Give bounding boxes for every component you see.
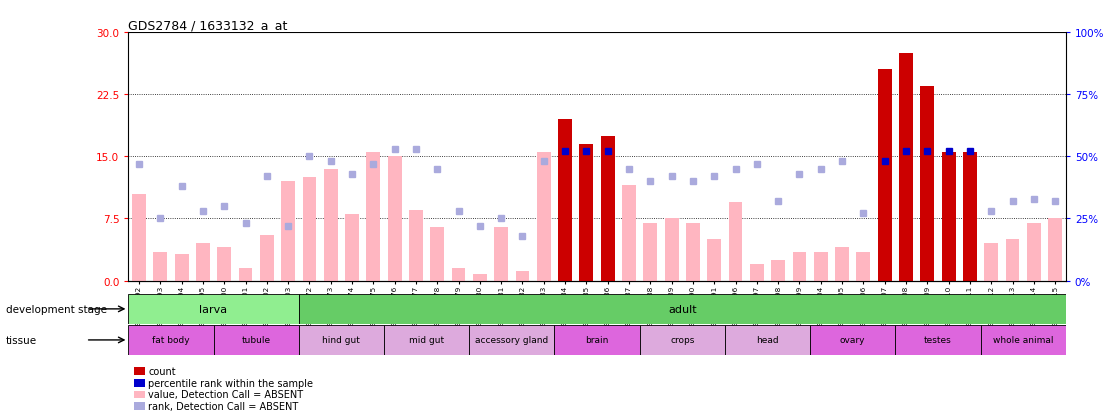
Bar <box>579 145 594 281</box>
Bar <box>708 240 721 281</box>
Bar <box>792 252 807 281</box>
Bar <box>771 260 785 281</box>
Bar <box>963 153 976 281</box>
Bar <box>558 120 573 281</box>
Text: testes: testes <box>924 336 952 344</box>
Bar <box>686 223 700 281</box>
Bar <box>431 227 444 281</box>
Bar <box>302 178 316 281</box>
Bar <box>260 235 273 281</box>
Bar <box>128 325 213 355</box>
Text: rank, Detection Call = ABSENT: rank, Detection Call = ABSENT <box>148 401 299 411</box>
Text: mid gut: mid gut <box>410 336 444 344</box>
Bar <box>473 274 487 281</box>
Bar <box>281 182 295 281</box>
Bar <box>1006 240 1019 281</box>
Text: GDS2784 / 1633132_a_at: GDS2784 / 1633132_a_at <box>128 19 288 32</box>
Bar <box>153 252 167 281</box>
Bar <box>387 157 402 281</box>
Bar <box>644 223 657 281</box>
Bar <box>299 294 1066 324</box>
Bar <box>218 248 231 281</box>
Bar <box>175 254 189 281</box>
Bar <box>942 153 955 281</box>
Bar <box>132 194 146 281</box>
Bar <box>469 325 555 355</box>
Bar <box>537 153 550 281</box>
Text: tubule: tubule <box>241 336 271 344</box>
Bar <box>299 325 384 355</box>
Bar <box>128 294 299 324</box>
Bar <box>814 252 828 281</box>
Bar <box>213 325 299 355</box>
Text: accessory gland: accessory gland <box>475 336 548 344</box>
Bar <box>981 325 1066 355</box>
Bar <box>345 215 359 281</box>
Bar <box>810 325 895 355</box>
Bar <box>835 248 849 281</box>
Text: fat body: fat body <box>152 336 190 344</box>
Text: tissue: tissue <box>6 335 37 345</box>
Bar <box>452 268 465 281</box>
Bar <box>324 169 338 281</box>
Bar <box>725 325 810 355</box>
Text: adult: adult <box>668 304 696 314</box>
Bar <box>555 325 639 355</box>
Text: ovary: ovary <box>840 336 866 344</box>
Bar <box>1048 219 1062 281</box>
Text: hind gut: hind gut <box>323 336 360 344</box>
Text: larva: larva <box>200 304 228 314</box>
Text: crops: crops <box>670 336 694 344</box>
Bar <box>410 211 423 281</box>
Bar <box>878 70 892 281</box>
Bar <box>895 325 981 355</box>
Bar <box>494 227 508 281</box>
Bar <box>516 271 529 281</box>
Bar <box>921 87 934 281</box>
Bar <box>239 268 252 281</box>
Text: development stage: development stage <box>6 304 107 314</box>
Bar <box>622 186 636 281</box>
Text: value, Detection Call = ABSENT: value, Detection Call = ABSENT <box>148 389 304 399</box>
Text: count: count <box>148 366 176 376</box>
Bar <box>384 325 469 355</box>
Bar <box>366 153 381 281</box>
Bar <box>856 252 870 281</box>
Bar <box>729 202 742 281</box>
Bar <box>196 244 210 281</box>
Text: head: head <box>757 336 779 344</box>
Text: brain: brain <box>586 336 608 344</box>
Bar <box>639 325 725 355</box>
Text: whole animal: whole animal <box>993 336 1054 344</box>
Bar <box>600 136 615 281</box>
Bar <box>665 219 679 281</box>
Bar <box>1027 223 1041 281</box>
Bar <box>984 244 998 281</box>
Text: percentile rank within the sample: percentile rank within the sample <box>148 378 314 388</box>
Bar <box>899 54 913 281</box>
Bar <box>750 264 763 281</box>
